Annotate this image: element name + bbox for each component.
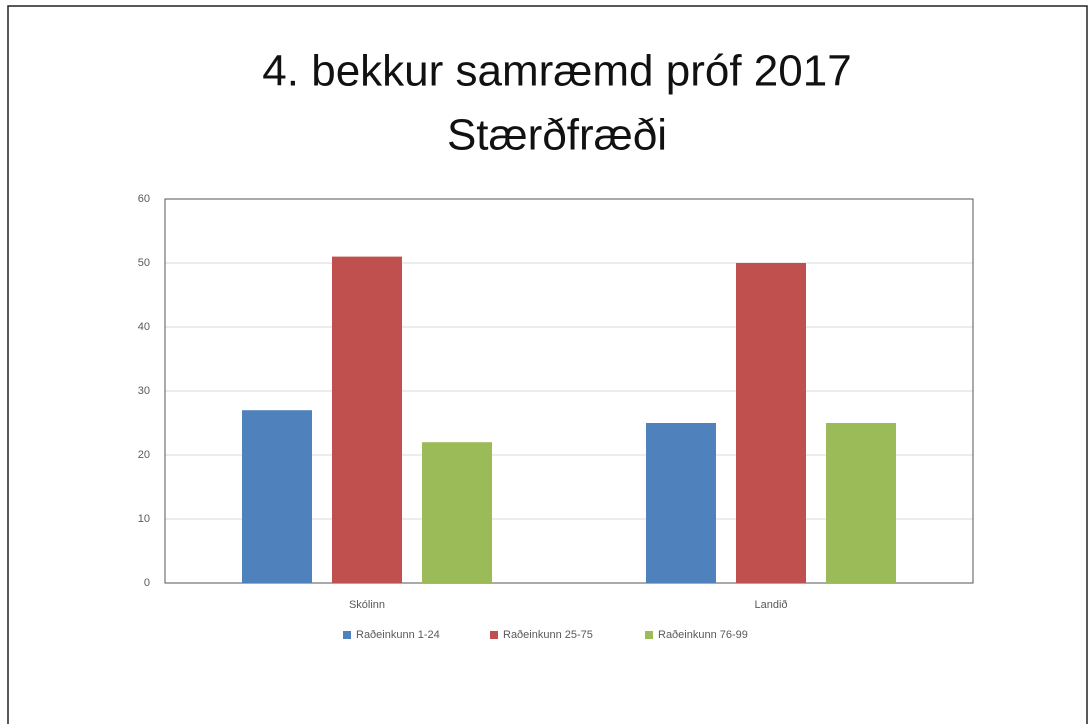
y-tick-label: 10: [138, 513, 150, 525]
legend-label: Raðeinkunn 1-24: [356, 629, 440, 641]
y-tick-label: 40: [138, 321, 150, 333]
y-tick-label: 60: [138, 193, 150, 205]
chart-title: 4. bekkur samræmd próf 2017: [262, 47, 851, 96]
y-tick-label: 50: [138, 257, 150, 269]
y-tick-label: 0: [144, 577, 150, 589]
legend-swatch: [645, 631, 653, 639]
legend-swatch: [343, 631, 351, 639]
bar: [736, 263, 806, 583]
bar: [332, 256, 402, 583]
legend-label: Raðeinkunn 76-99: [658, 629, 748, 641]
bar: [422, 442, 492, 583]
bar: [826, 423, 896, 583]
y-tick-label: 30: [138, 385, 150, 397]
legend-swatch: [490, 631, 498, 639]
x-tick-label: Skólinn: [349, 599, 385, 611]
x-tick-label: Landið: [754, 599, 787, 611]
plot-border: [164, 198, 974, 584]
legend-label: Raðeinkunn 25-75: [503, 629, 593, 641]
bar: [646, 423, 716, 583]
y-tick-label: 20: [138, 449, 150, 461]
frame: [7, 5, 1088, 724]
chart-title: Stærðfræði: [447, 111, 667, 160]
bar: [242, 410, 312, 583]
